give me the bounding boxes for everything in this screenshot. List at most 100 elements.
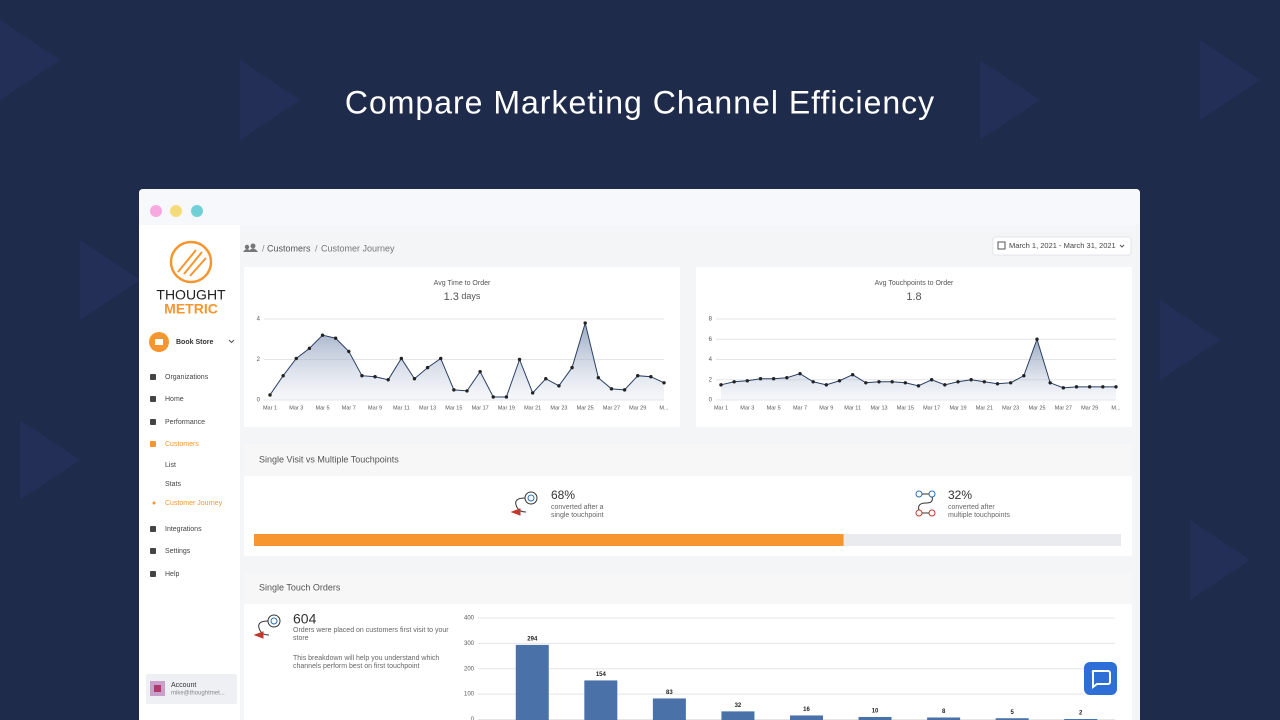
window-dot[interactable] xyxy=(150,205,162,217)
page-title: Compare Marketing Channel Efficiency xyxy=(345,84,935,120)
logo-text: THOUGHT xyxy=(156,287,226,303)
bar xyxy=(721,711,755,720)
x-tick-label: Mar 11 xyxy=(393,405,410,411)
nav-icon xyxy=(150,419,156,425)
point xyxy=(745,379,750,383)
x-tick-label: Mar 17 xyxy=(923,405,940,411)
nav-item[interactable]: Customers xyxy=(165,441,199,448)
x-tick-label: Mar 7 xyxy=(793,405,807,411)
point xyxy=(1048,381,1052,385)
x-tick-label: Mar 1 xyxy=(714,405,728,411)
bar xyxy=(652,698,686,720)
account-box[interactable] xyxy=(146,674,237,704)
point xyxy=(1008,381,1013,385)
chart-title: Avg Touchpoints to Order xyxy=(875,280,954,287)
window-dot[interactable] xyxy=(191,205,203,217)
nav-item[interactable]: Stats xyxy=(165,481,181,488)
window-dot[interactable] xyxy=(170,205,182,217)
account-label: Account xyxy=(171,682,196,689)
x-tick-label: Mar 23 xyxy=(550,405,567,411)
y-tick-label: 0 xyxy=(471,717,475,720)
single-icon xyxy=(510,491,538,516)
bar-label: 16 xyxy=(803,707,810,713)
bar-label: 10 xyxy=(872,709,879,715)
breadcrumb-link[interactable]: Customers xyxy=(267,243,311,253)
sidebar xyxy=(139,225,240,720)
point xyxy=(386,378,390,382)
separator: / xyxy=(315,243,318,253)
x-tick-label: Mar 29 xyxy=(1081,405,1098,411)
nav-item[interactable]: Settings xyxy=(165,548,191,555)
nav-icon xyxy=(150,548,156,554)
x-tick-label: Mar 27 xyxy=(603,405,620,411)
point xyxy=(758,377,763,381)
date-picker[interactable] xyxy=(992,236,1132,256)
point xyxy=(929,378,934,382)
point xyxy=(373,375,377,379)
point xyxy=(609,387,614,391)
stat-text: converted after a single touchpoint xyxy=(551,504,604,519)
nav-icon xyxy=(150,374,156,380)
point xyxy=(622,388,627,392)
stat-value: 68% xyxy=(551,488,575,502)
point xyxy=(1061,386,1066,390)
nav-item[interactable]: List xyxy=(165,462,176,469)
point xyxy=(504,395,509,399)
point xyxy=(347,349,351,354)
x-tick-label: Mar 13 xyxy=(870,405,887,411)
x-tick-label: Mar 19 xyxy=(498,405,515,411)
point xyxy=(530,391,535,395)
point xyxy=(811,380,815,384)
chevron xyxy=(1119,244,1125,248)
x-tick-label: Mar 5 xyxy=(767,405,781,411)
orders-text: Orders were placed on customers first vi… xyxy=(293,627,449,642)
bar xyxy=(515,644,549,720)
point xyxy=(294,356,298,361)
bar xyxy=(858,716,892,720)
x-tick-label: Mar 25 xyxy=(577,405,594,411)
point xyxy=(890,380,894,384)
point xyxy=(877,380,881,384)
logo-text: METRIC xyxy=(164,301,218,317)
active-dot xyxy=(152,501,156,505)
breadcrumb-current: Customer Journey xyxy=(321,243,395,253)
nav-icon xyxy=(150,571,156,577)
nav-item[interactable]: Customer Journey xyxy=(165,500,223,507)
point xyxy=(596,376,601,380)
nav-item[interactable]: Organizations xyxy=(165,374,209,381)
bar xyxy=(584,680,618,720)
unit: days xyxy=(461,291,481,301)
nav-item[interactable]: Performance xyxy=(165,419,205,426)
point xyxy=(1087,385,1092,389)
card-header xyxy=(244,573,1132,604)
chat-button[interactable] xyxy=(1084,662,1117,695)
point xyxy=(281,374,285,378)
point xyxy=(636,374,640,378)
x-tick-label: Mar 21 xyxy=(976,405,993,411)
point xyxy=(425,365,430,370)
stat-value: 32% xyxy=(948,488,972,502)
nav-icon xyxy=(150,441,156,447)
nav-item[interactable]: Integrations xyxy=(165,526,202,533)
nav-item[interactable]: Help xyxy=(165,571,180,578)
nav-item[interactable]: Home xyxy=(165,396,184,403)
chart-value: 1.8 xyxy=(906,291,921,303)
chart-value: 1.3 days xyxy=(444,291,481,303)
point xyxy=(439,356,443,361)
nav: Organizations Home Performance Customers Lis… xyxy=(150,374,223,578)
x-tick-label: Mar 9 xyxy=(368,405,382,411)
bar-label: 294 xyxy=(527,636,538,642)
x-tick-label: Mar 3 xyxy=(740,405,754,411)
y-tick-label: 2 xyxy=(709,377,713,383)
point xyxy=(360,374,364,378)
y-tick-label: 400 xyxy=(464,616,475,622)
point xyxy=(771,377,776,381)
card-header xyxy=(244,444,1132,476)
x-tick-label: Mar 21 xyxy=(524,405,541,411)
y-tick-label: 6 xyxy=(709,337,713,343)
stat-text: converted after multiple touchpoints xyxy=(948,504,1010,519)
point xyxy=(649,375,653,379)
store-selector[interactable]: Book Store xyxy=(149,332,235,352)
